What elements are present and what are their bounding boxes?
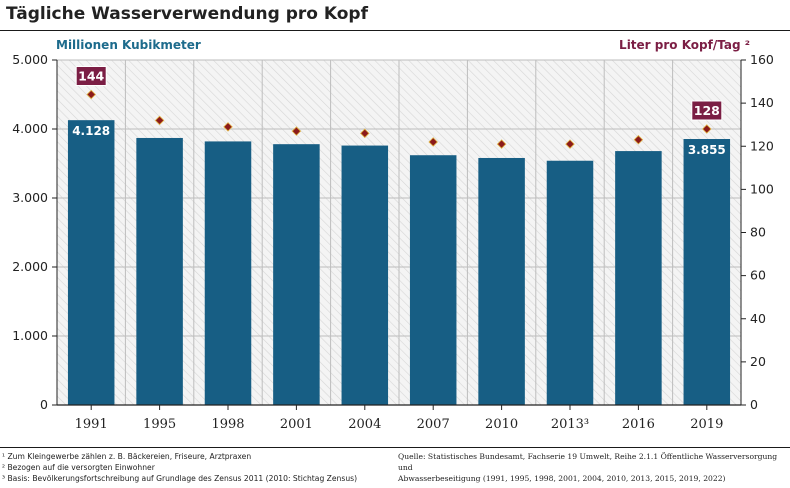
- data-labels: 4.128 144 3.855 128: [72, 66, 726, 157]
- left-tick-label: 2.000: [12, 259, 48, 274]
- left-axis-ticks: 0 1.000 2.000 3.000 4.000 5.000: [12, 52, 57, 412]
- bar-value-label: 3.855: [688, 143, 726, 157]
- marker-point: [360, 128, 370, 139]
- x-tick-label: 1995: [143, 417, 176, 432]
- x-tick-label: 1991: [75, 417, 108, 432]
- right-tick-label: 40: [750, 311, 766, 326]
- bar: [136, 137, 183, 405]
- bar: [546, 160, 594, 405]
- marker-point: [291, 126, 302, 136]
- x-tick-label: 2007: [417, 417, 450, 432]
- left-tick-label: 0: [40, 397, 48, 412]
- marker-value-label: 128: [694, 103, 720, 118]
- title-divider: [0, 30, 790, 31]
- right-tick-label: 140: [750, 95, 774, 110]
- marker-point: [154, 115, 165, 126]
- x-tick-label: 2004: [348, 417, 381, 432]
- x-tick-label: 1998: [211, 417, 244, 432]
- bar: [273, 144, 320, 405]
- right-axis-title: Liter pro Kopf/Tag ²: [619, 38, 750, 52]
- source-line-1: Quelle: Statistisches Bundesamt, Fachser…: [398, 452, 778, 472]
- marker-point: [565, 139, 575, 149]
- chart-title: Tägliche Wasserverwendung pro Kopf: [6, 4, 368, 24]
- right-axis-ticks: 0 20 40 60 80 100 120 140 160: [741, 52, 774, 412]
- marker-value-box: [691, 100, 723, 121]
- right-tick-label: 120: [750, 138, 774, 153]
- right-tick-label: 80: [750, 225, 766, 240]
- marker-point: [223, 122, 233, 132]
- x-tick-label: 2001: [280, 417, 313, 432]
- x-tick-label: 2016: [622, 417, 655, 432]
- left-tick-label: 5.000: [12, 52, 48, 67]
- footnote-2: ² Bezogen auf die versorgten Einwohner: [2, 463, 155, 472]
- right-tick-label: 100: [750, 181, 774, 196]
- x-tick-label: 2019: [690, 417, 723, 432]
- left-tick-label: 1.000: [12, 328, 48, 343]
- marker-series: [86, 89, 712, 149]
- bar: [409, 155, 457, 405]
- footnotes: ¹ Zum Kleingewerbe zählen z. B. Bäckerei…: [2, 451, 357, 484]
- bar: [341, 145, 389, 405]
- right-tick-label: 0: [750, 397, 758, 412]
- marker-value-label: 144: [78, 69, 104, 84]
- left-tick-label: 3.000: [12, 190, 48, 205]
- left-tick-label: 4.000: [12, 121, 48, 136]
- marker-point: [633, 135, 644, 145]
- footer-divider: [0, 447, 790, 448]
- right-tick-label: 20: [750, 354, 766, 369]
- bar: [683, 139, 731, 405]
- left-axis-title: Millionen Kubikmeter: [56, 38, 201, 52]
- bar-series: [67, 120, 731, 406]
- marker-value-box: [75, 66, 107, 86]
- chart-canvas: 0 1.000 2.000 3.000 4.000 5.000 0 20 40 60 80 100 1…: [12, 52, 774, 432]
- marker-point: [702, 124, 712, 134]
- marker-point: [496, 139, 507, 149]
- x-axis-ticks: 1991 1995 1998 2001 2004 2007 2010 2013³ 2016 201…: [75, 405, 723, 432]
- bar: [67, 120, 115, 405]
- bar: [478, 157, 525, 405]
- source-line-2: Abwasserbeseitigung (1991, 1995, 1998, 2…: [398, 474, 726, 483]
- x-tick-label: 2010: [485, 417, 518, 432]
- bar: [204, 141, 252, 406]
- right-tick-label: 160: [750, 52, 774, 67]
- footnote-3: ³ Basis: Bevölkerungsfortschreibung auf …: [2, 474, 358, 483]
- source-note: Quelle: Statistisches Bundesamt, Fachser…: [398, 451, 778, 484]
- bar: [615, 151, 662, 405]
- bar-value-label: 4.128: [72, 124, 110, 138]
- marker-point: [428, 137, 438, 147]
- footnote-1: ¹ Zum Kleingewerbe zählen z. B. Bäckerei…: [2, 452, 252, 461]
- marker-point: [86, 89, 96, 100]
- x-tick-label: 2013³: [551, 417, 589, 432]
- right-tick-label: 60: [750, 268, 766, 283]
